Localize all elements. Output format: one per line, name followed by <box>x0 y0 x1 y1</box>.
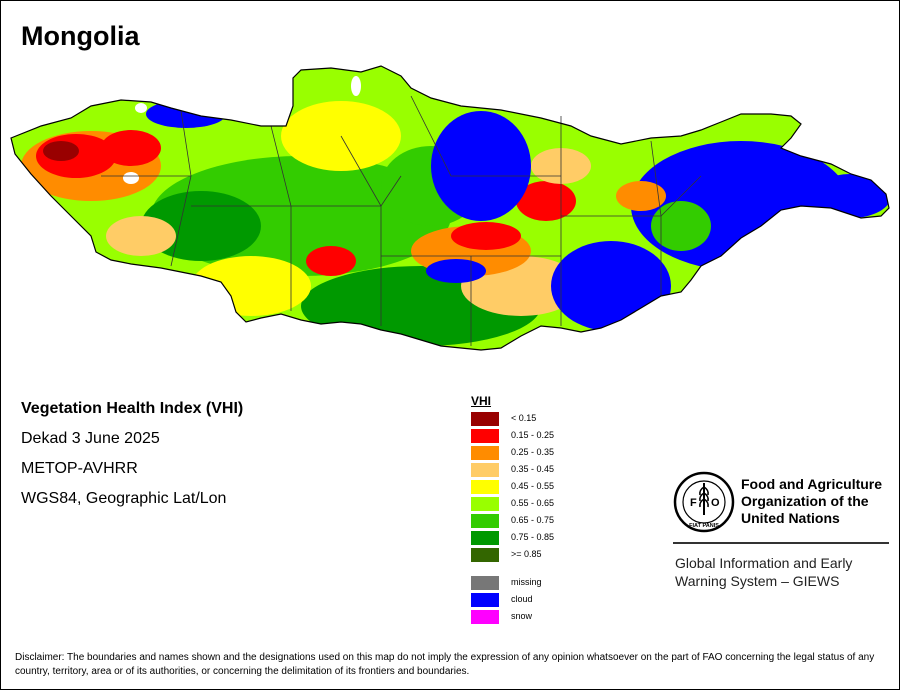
legend-swatch <box>471 480 499 494</box>
legend-label: missing <box>511 577 542 587</box>
legend-label: >= 0.85 <box>511 549 542 559</box>
vhi-raster-map <box>10 65 890 351</box>
legend-swatch <box>471 576 499 590</box>
legend-label: 0.25 - 0.35 <box>511 447 555 457</box>
sensor-label: METOP-AVHRR <box>21 460 138 477</box>
map-title: Mongolia <box>21 21 140 51</box>
fao-logo-letter: O <box>711 497 720 509</box>
legend-label: 0.55 - 0.65 <box>511 498 555 508</box>
projection-label: WGS84, Geographic Lat/Lon <box>21 490 227 507</box>
vhi-class-zones <box>11 66 889 350</box>
legend-label: 0.45 - 0.55 <box>511 481 555 491</box>
legend-swatch <box>471 610 499 624</box>
legend-label: 0.15 - 0.25 <box>511 430 555 440</box>
legend-swatch <box>471 514 499 528</box>
index-name: Vegetation Health Index (VHI) <box>21 400 244 417</box>
legend-swatch <box>471 429 499 443</box>
legend-label: 0.75 - 0.85 <box>511 532 555 542</box>
organization-name: Food and Agriculture Organization of the… <box>741 476 883 526</box>
province-boundaries <box>101 95 702 346</box>
fao-logo-letter: F <box>690 497 697 509</box>
legend-swatch <box>471 593 499 607</box>
legend-label: 0.65 - 0.75 <box>511 515 555 525</box>
legend-swatch <box>471 446 499 460</box>
legend-swatch <box>471 548 499 562</box>
system-name: Global Information and Early Warning Sys… <box>675 555 853 589</box>
fao-logo: F O FIAT PANIS <box>673 471 735 533</box>
lake-patch <box>135 103 147 113</box>
fao-logo-motto: FIAT PANIS <box>689 523 719 529</box>
legend-title: VHI <box>471 394 492 408</box>
legend-swatch <box>471 463 499 477</box>
organization-divider <box>673 542 889 544</box>
lake-patch <box>351 76 361 96</box>
lake-patch <box>123 172 139 184</box>
legend-label: 0.35 - 0.45 <box>511 464 555 474</box>
disclaimer: Disclaimer: The boundaries and names sho… <box>15 652 875 677</box>
legend-label: < 0.15 <box>511 413 537 423</box>
legend-label: cloud <box>511 594 533 604</box>
period-label: Dekad 3 June 2025 <box>21 430 160 447</box>
legend-swatch <box>471 497 499 511</box>
legend-label: snow <box>511 611 533 621</box>
legend-swatch <box>471 412 499 426</box>
legend-swatch <box>471 531 499 545</box>
